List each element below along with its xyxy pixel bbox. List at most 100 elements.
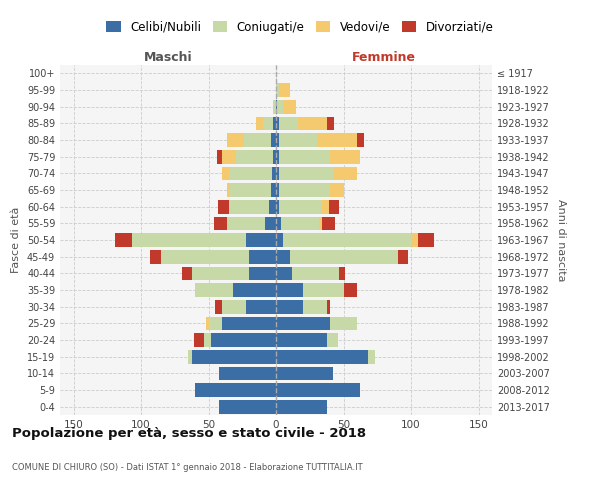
Bar bbox=[278, 183, 330, 197]
Bar bbox=[230, 183, 271, 197]
Bar bbox=[292, 266, 340, 280]
Bar bbox=[276, 400, 328, 413]
Text: Femmine: Femmine bbox=[352, 51, 416, 64]
Bar bbox=[206, 316, 209, 330]
Bar bbox=[277, 100, 283, 114]
Bar bbox=[281, 216, 319, 230]
Bar bbox=[278, 166, 332, 180]
Bar bbox=[340, 266, 345, 280]
Bar bbox=[330, 150, 360, 164]
Bar bbox=[276, 116, 278, 130]
Bar bbox=[322, 200, 329, 213]
Bar bbox=[357, 133, 364, 147]
Bar bbox=[269, 200, 276, 213]
Bar bbox=[330, 316, 357, 330]
Bar bbox=[276, 166, 278, 180]
Bar bbox=[209, 316, 222, 330]
Bar bbox=[222, 166, 229, 180]
Bar bbox=[276, 233, 283, 247]
Bar bbox=[211, 333, 276, 347]
Bar bbox=[276, 200, 278, 213]
Bar bbox=[276, 183, 278, 197]
Bar bbox=[131, 233, 247, 247]
Bar bbox=[271, 133, 276, 147]
Bar bbox=[195, 283, 233, 297]
Bar bbox=[215, 300, 222, 314]
Bar bbox=[298, 116, 328, 130]
Bar bbox=[217, 150, 222, 164]
Bar bbox=[220, 366, 276, 380]
Bar bbox=[278, 200, 322, 213]
Bar bbox=[328, 333, 338, 347]
Bar bbox=[195, 383, 276, 397]
Bar bbox=[278, 83, 290, 97]
Text: Maschi: Maschi bbox=[143, 51, 193, 64]
Bar bbox=[235, 150, 274, 164]
Bar bbox=[151, 250, 161, 264]
Bar bbox=[229, 200, 269, 213]
Bar bbox=[233, 283, 276, 297]
Bar bbox=[274, 150, 276, 164]
Bar bbox=[276, 300, 303, 314]
Bar bbox=[227, 216, 265, 230]
Bar bbox=[328, 300, 330, 314]
Bar bbox=[222, 300, 247, 314]
Y-axis label: Anni di nascita: Anni di nascita bbox=[556, 198, 566, 281]
Bar bbox=[263, 116, 274, 130]
Bar bbox=[188, 350, 193, 364]
Bar bbox=[283, 100, 296, 114]
Text: COMUNE DI CHIURO (SO) - Dati ISTAT 1° gennaio 2018 - Elaborazione TUTTITALIA.IT: COMUNE DI CHIURO (SO) - Dati ISTAT 1° ge… bbox=[12, 462, 362, 471]
Bar bbox=[161, 250, 249, 264]
Bar bbox=[276, 316, 330, 330]
Bar bbox=[329, 200, 340, 213]
Bar bbox=[276, 283, 303, 297]
Bar bbox=[220, 400, 276, 413]
Bar bbox=[418, 233, 434, 247]
Bar bbox=[274, 100, 276, 114]
Bar bbox=[276, 100, 277, 114]
Bar bbox=[276, 216, 281, 230]
Bar bbox=[317, 133, 357, 147]
Bar bbox=[247, 300, 276, 314]
Bar bbox=[256, 116, 263, 130]
Bar bbox=[278, 116, 298, 130]
Bar bbox=[276, 350, 368, 364]
Bar bbox=[278, 133, 317, 147]
Text: Popolazione per età, sesso e stato civile - 2018: Popolazione per età, sesso e stato civil… bbox=[12, 428, 366, 440]
Bar bbox=[182, 266, 193, 280]
Bar bbox=[303, 283, 343, 297]
Bar bbox=[332, 166, 357, 180]
Bar bbox=[249, 250, 276, 264]
Bar bbox=[276, 133, 278, 147]
Bar bbox=[229, 166, 272, 180]
Bar bbox=[249, 266, 276, 280]
Bar bbox=[247, 233, 276, 247]
Bar bbox=[398, 250, 409, 264]
Bar bbox=[194, 333, 205, 347]
Bar bbox=[265, 216, 276, 230]
Bar bbox=[222, 316, 276, 330]
Bar bbox=[227, 133, 244, 147]
Bar bbox=[290, 250, 398, 264]
Bar bbox=[328, 116, 334, 130]
Bar bbox=[193, 266, 249, 280]
Bar bbox=[330, 183, 343, 197]
Bar bbox=[115, 233, 131, 247]
Bar bbox=[193, 350, 276, 364]
Legend: Celibi/Nubili, Coniugati/e, Vedovi/e, Divorziati/e: Celibi/Nubili, Coniugati/e, Vedovi/e, Di… bbox=[101, 16, 499, 38]
Bar bbox=[303, 300, 328, 314]
Bar bbox=[276, 333, 328, 347]
Bar bbox=[319, 216, 322, 230]
Bar bbox=[276, 366, 332, 380]
Y-axis label: Fasce di età: Fasce di età bbox=[11, 207, 21, 273]
Bar bbox=[276, 250, 290, 264]
Bar bbox=[214, 216, 227, 230]
Bar bbox=[368, 350, 374, 364]
Bar bbox=[271, 183, 276, 197]
Bar bbox=[272, 166, 276, 180]
Bar bbox=[283, 233, 411, 247]
Bar bbox=[227, 183, 230, 197]
Bar bbox=[222, 150, 235, 164]
Bar bbox=[218, 200, 229, 213]
Bar bbox=[343, 283, 357, 297]
